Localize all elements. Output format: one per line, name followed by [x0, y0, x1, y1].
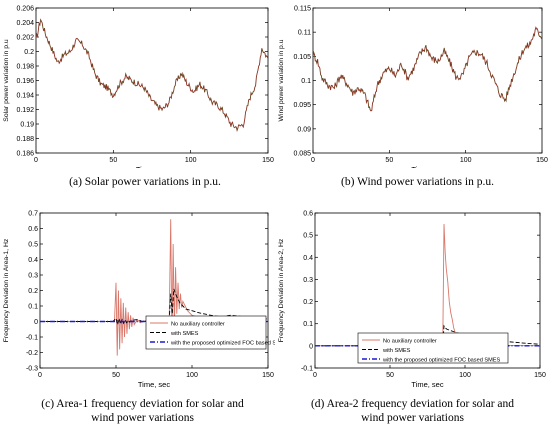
x-tick-label: 150 [536, 157, 548, 164]
y-tick-label: 0.2 [28, 288, 38, 295]
series-line-data [313, 26, 542, 112]
y-tick-label: 0.1 [303, 321, 313, 328]
y-tick-label: 0.192 [16, 107, 34, 114]
y-tick-label: 0.204 [16, 20, 34, 27]
y-tick-label: 0 [34, 319, 38, 326]
area1-caption-line-2: wind power variations [91, 412, 194, 424]
y-tick-label: 0.194 [16, 93, 34, 100]
area1-frequency-caption: (c) Area-1 frequency deviation for solar… [10, 397, 275, 425]
x-tick-label: 0 [311, 157, 315, 164]
legend: No auxiliary controller with SMES with the… [357, 332, 509, 364]
x-axis-label: Time, sec [411, 380, 443, 389]
x-tick-label: 150 [262, 157, 274, 164]
wind-power-chart: 0 50 100 150 0.085 0.09 0.095 0.1 0.105 0.11 0.115… [278, 6, 548, 169]
y-tick-label: 0.115 [294, 6, 311, 13]
x-tick-label: 150 [262, 372, 274, 379]
legend-label: No auxiliary controller [171, 321, 225, 327]
y-tick-label: 0.202 [16, 35, 34, 42]
y-tick-label: 0.206 [16, 6, 34, 13]
y-tick-label: 0.3 [303, 277, 313, 284]
x-tick-label: 100 [459, 372, 471, 379]
plot-frame [35, 7, 269, 154]
area2-caption-line-2: wind power variations [361, 412, 464, 424]
x-tick-label: 100 [185, 157, 197, 164]
y-tick-label: 0.7 [28, 211, 38, 218]
x-axis-label: Time, sec [136, 165, 168, 168]
y-tick-label: 0.085 [293, 151, 311, 158]
area1-caption-line-1: (c) Area-1 frequency deviation for solar… [41, 398, 244, 410]
x-tick-label: 50 [385, 157, 393, 164]
legend-label: with SMES [382, 348, 411, 354]
x-tick-label: 150 [534, 372, 546, 379]
y-tick-label: 0.11 [298, 30, 311, 37]
x-tick-label: 50 [109, 157, 117, 164]
series-line-accent [36, 18, 268, 132]
y-tick-label: 0.3 [28, 273, 38, 280]
y-tick-label: 0.4 [303, 255, 313, 262]
y-tick-label: 0.2 [303, 299, 313, 306]
y-tick-label: 0 [309, 343, 313, 350]
x-tick-label: 100 [186, 372, 198, 379]
area2-caption-line-1: (d) Area-2 frequency deviation for solar… [310, 398, 515, 410]
y-tick-label: 0.105 [293, 54, 311, 61]
y-axis-label: Solar power variation in p.u [3, 39, 10, 122]
x-axis-label: Time, sec [411, 165, 443, 168]
y-tick-label: 0.19 [20, 122, 34, 129]
y-tick-label: 0.196 [16, 78, 34, 85]
y-tick-label: 0.4 [28, 257, 38, 264]
y-axis-label: Frequency Deviation in Area-1, Hz [3, 238, 10, 342]
y-axis-label: Frequency Deviation in Area-2, Hz [278, 238, 285, 342]
solar-power-caption: (a) Solar power variations in p.u. [69, 176, 221, 188]
plot-frame [312, 7, 543, 154]
x-tick-label: 0 [38, 372, 42, 379]
solar-power-chart: 0 50 100 150 0.186 0.188 0.19 0.192 0.194 0.196 0.… [3, 6, 274, 169]
y-tick-label: -0.1 [26, 335, 38, 342]
x-tick-label: 50 [386, 372, 394, 379]
x-tick-label: 0 [313, 372, 317, 379]
y-tick-label: 0.095 [293, 102, 311, 109]
y-tick-label: 0.186 [16, 151, 34, 158]
x-tick-label: 0 [34, 157, 38, 164]
legend: No auxiliary controller with SMES with the… [145, 315, 275, 350]
y-tick-label: 0.1 [301, 78, 311, 85]
x-tick-label: 100 [460, 157, 472, 164]
y-tick-label: 0.09 [297, 126, 311, 133]
y-tick-label: -0.2 [26, 350, 38, 357]
y-tick-label: 0.188 [16, 136, 34, 143]
y-tick-label: 0.1 [28, 304, 38, 311]
legend-label: with SMES [170, 331, 199, 337]
y-tick-label: -0.3 [26, 366, 38, 373]
legend-label: with the proposed optimized FOC based SM… [382, 357, 500, 363]
y-tick-label: 0.2 [24, 49, 34, 56]
area1-frequency-chart: 0 50 100 150 -0.3 -0.2 -0.1 0 0.1 0.2 0.3 0.4 0.5 0.6… [3, 211, 275, 390]
y-axis-label: Wind power variation in p.u [278, 39, 285, 121]
y-tick-label: 0.6 [28, 226, 38, 233]
wind-power-caption: (b) Wind power variations in p.u. [341, 176, 494, 188]
y-tick-label: -0.1 [301, 366, 313, 373]
y-tick-label: 0.198 [16, 64, 34, 71]
y-tick-label: 0.5 [303, 233, 313, 240]
y-tick-label: 0.5 [28, 242, 38, 249]
x-tick-label: 50 [112, 372, 120, 379]
legend-box [357, 332, 509, 364]
x-axis-label: Time, sec [138, 380, 170, 389]
area2-frequency-caption: (d) Area-2 frequency deviation for solar… [280, 397, 545, 425]
legend-label: No auxiliary controller [383, 338, 437, 344]
legend-label: with the proposed optimized FOC based SM… [170, 340, 275, 346]
y-tick-label: 0.6 [303, 211, 313, 218]
